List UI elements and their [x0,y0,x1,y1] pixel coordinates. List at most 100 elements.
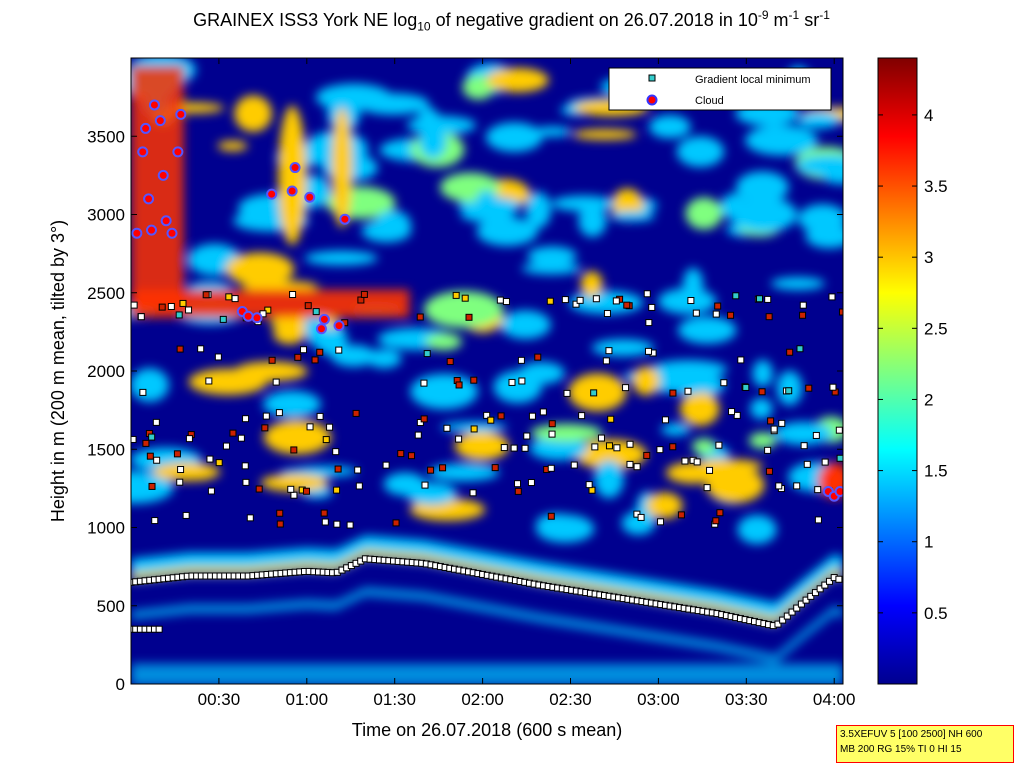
minimum-marker [643,290,651,298]
heatmap-patch [578,204,607,237]
minimum-marker [656,446,664,454]
legend-label: Cloud [695,95,724,107]
minimum-marker [142,439,150,447]
minimum-marker [715,441,723,449]
minimum-marker [775,482,783,490]
y-axis-label: Height in m (200 m mean, tilted by 3°) [48,220,68,522]
minimum-marker [439,464,447,472]
info-line-1: 3.5XEFUV 5 [100 2500] NH 600 [840,729,983,740]
heatmap-patch [680,391,720,426]
cloud-marker [304,191,316,203]
minimum-marker [703,484,711,492]
minimum-marker [657,518,665,526]
title-text-middle: of negative gradient on 26.07.2018 in 10 [430,10,758,30]
minimum-marker [176,345,184,353]
minimum-marker [382,461,390,469]
minimum-marker [470,376,478,384]
minimum-marker [607,415,615,423]
minimum-marker [765,467,773,475]
minimum-marker [563,389,571,397]
minimum-marker [416,419,424,427]
y-tick-label: 2000 [87,362,125,381]
minimum-marker [518,377,526,385]
minimum-marker [179,299,187,307]
minimum-marker [755,295,763,303]
minimum-marker [803,460,811,468]
minimum-marker [626,460,634,468]
chart-title: GRAINEX ISS3 York NE log10 of negative g… [0,8,1023,34]
minimum-marker [354,466,362,474]
minimum-marker [332,448,340,456]
cloud-marker [175,108,187,120]
minimum-marker [272,378,280,386]
minimum-marker [828,293,836,301]
minimum-marker [733,411,741,419]
minimum-marker [322,436,330,444]
cloud-marker [172,146,184,158]
colorbar-tick-label: 0.5 [924,604,948,623]
minimum-marker [316,412,324,420]
x-tick-label: 04:00 [813,690,856,709]
heatmap-patch [770,277,825,291]
heatmap-patch [750,397,773,420]
title-unit: sr [799,10,820,30]
minimum-marker [693,458,701,466]
minimum-marker [289,290,297,298]
minimum-marker [597,434,605,442]
heatmap-patch [530,423,603,442]
minimum-marker [326,423,334,431]
minimum-marker [799,311,807,319]
heatmap-patch [304,250,378,266]
minimum-marker [805,384,813,392]
heatmap-patch [731,197,798,233]
minimum-marker [152,418,160,426]
info-line-2: MB 200 RG 15% TI 0 HI 15 [840,744,962,755]
minimum-marker [812,431,820,439]
colorbar [877,57,918,685]
minimum-marker [242,478,250,486]
minimum-marker [268,356,276,364]
minimum-marker [502,298,510,306]
cloud-marker [148,99,160,111]
title-superscript: -1 [788,8,800,22]
minimum-marker [321,518,329,526]
heatmap-patch [666,374,708,396]
minimum-marker [483,411,491,419]
heatmap-patch [263,420,332,455]
heatmap-patch [425,333,462,351]
minimum-marker [767,417,775,425]
minimum-marker [262,412,270,420]
minimum-marker [572,300,580,308]
minimum-marker [816,585,824,593]
minimum-marker [835,426,843,434]
minimum-marker [811,589,819,597]
minimum-marker [416,313,424,321]
minimum-marker [720,379,728,387]
legend-label: Gradient local minimum [695,74,811,86]
minimum-marker [207,487,215,495]
minimum-marker [508,378,516,386]
heatmap-patch [621,511,656,535]
heatmap-patch [705,466,765,504]
minimum-marker [797,600,805,608]
cloud-marker [315,323,327,335]
heatmap-patch [476,190,498,210]
x-axis-label: Time on 26.07.2018 (600 s mean) [352,720,623,740]
heatmap-patch [610,211,656,222]
minimum-marker [465,313,473,321]
minimum-marker [261,424,269,432]
cloud-marker [137,146,149,158]
minimum-marker [352,409,360,417]
heatmap-patch [796,155,843,176]
minimum-marker [633,463,641,471]
minimum-marker [408,452,416,460]
minimum-marker [765,313,773,321]
y-tick-label: 3500 [87,127,125,146]
heatmap-patch [682,267,704,302]
legend: Gradient local minimum Cloud [608,67,832,111]
minimum-marker [548,420,556,428]
colorbar-axis: 0.5 1 1.5 2 2.5 3 3.5 4 [878,106,948,623]
minimum-marker [443,424,451,432]
minimum-marker [778,419,786,427]
